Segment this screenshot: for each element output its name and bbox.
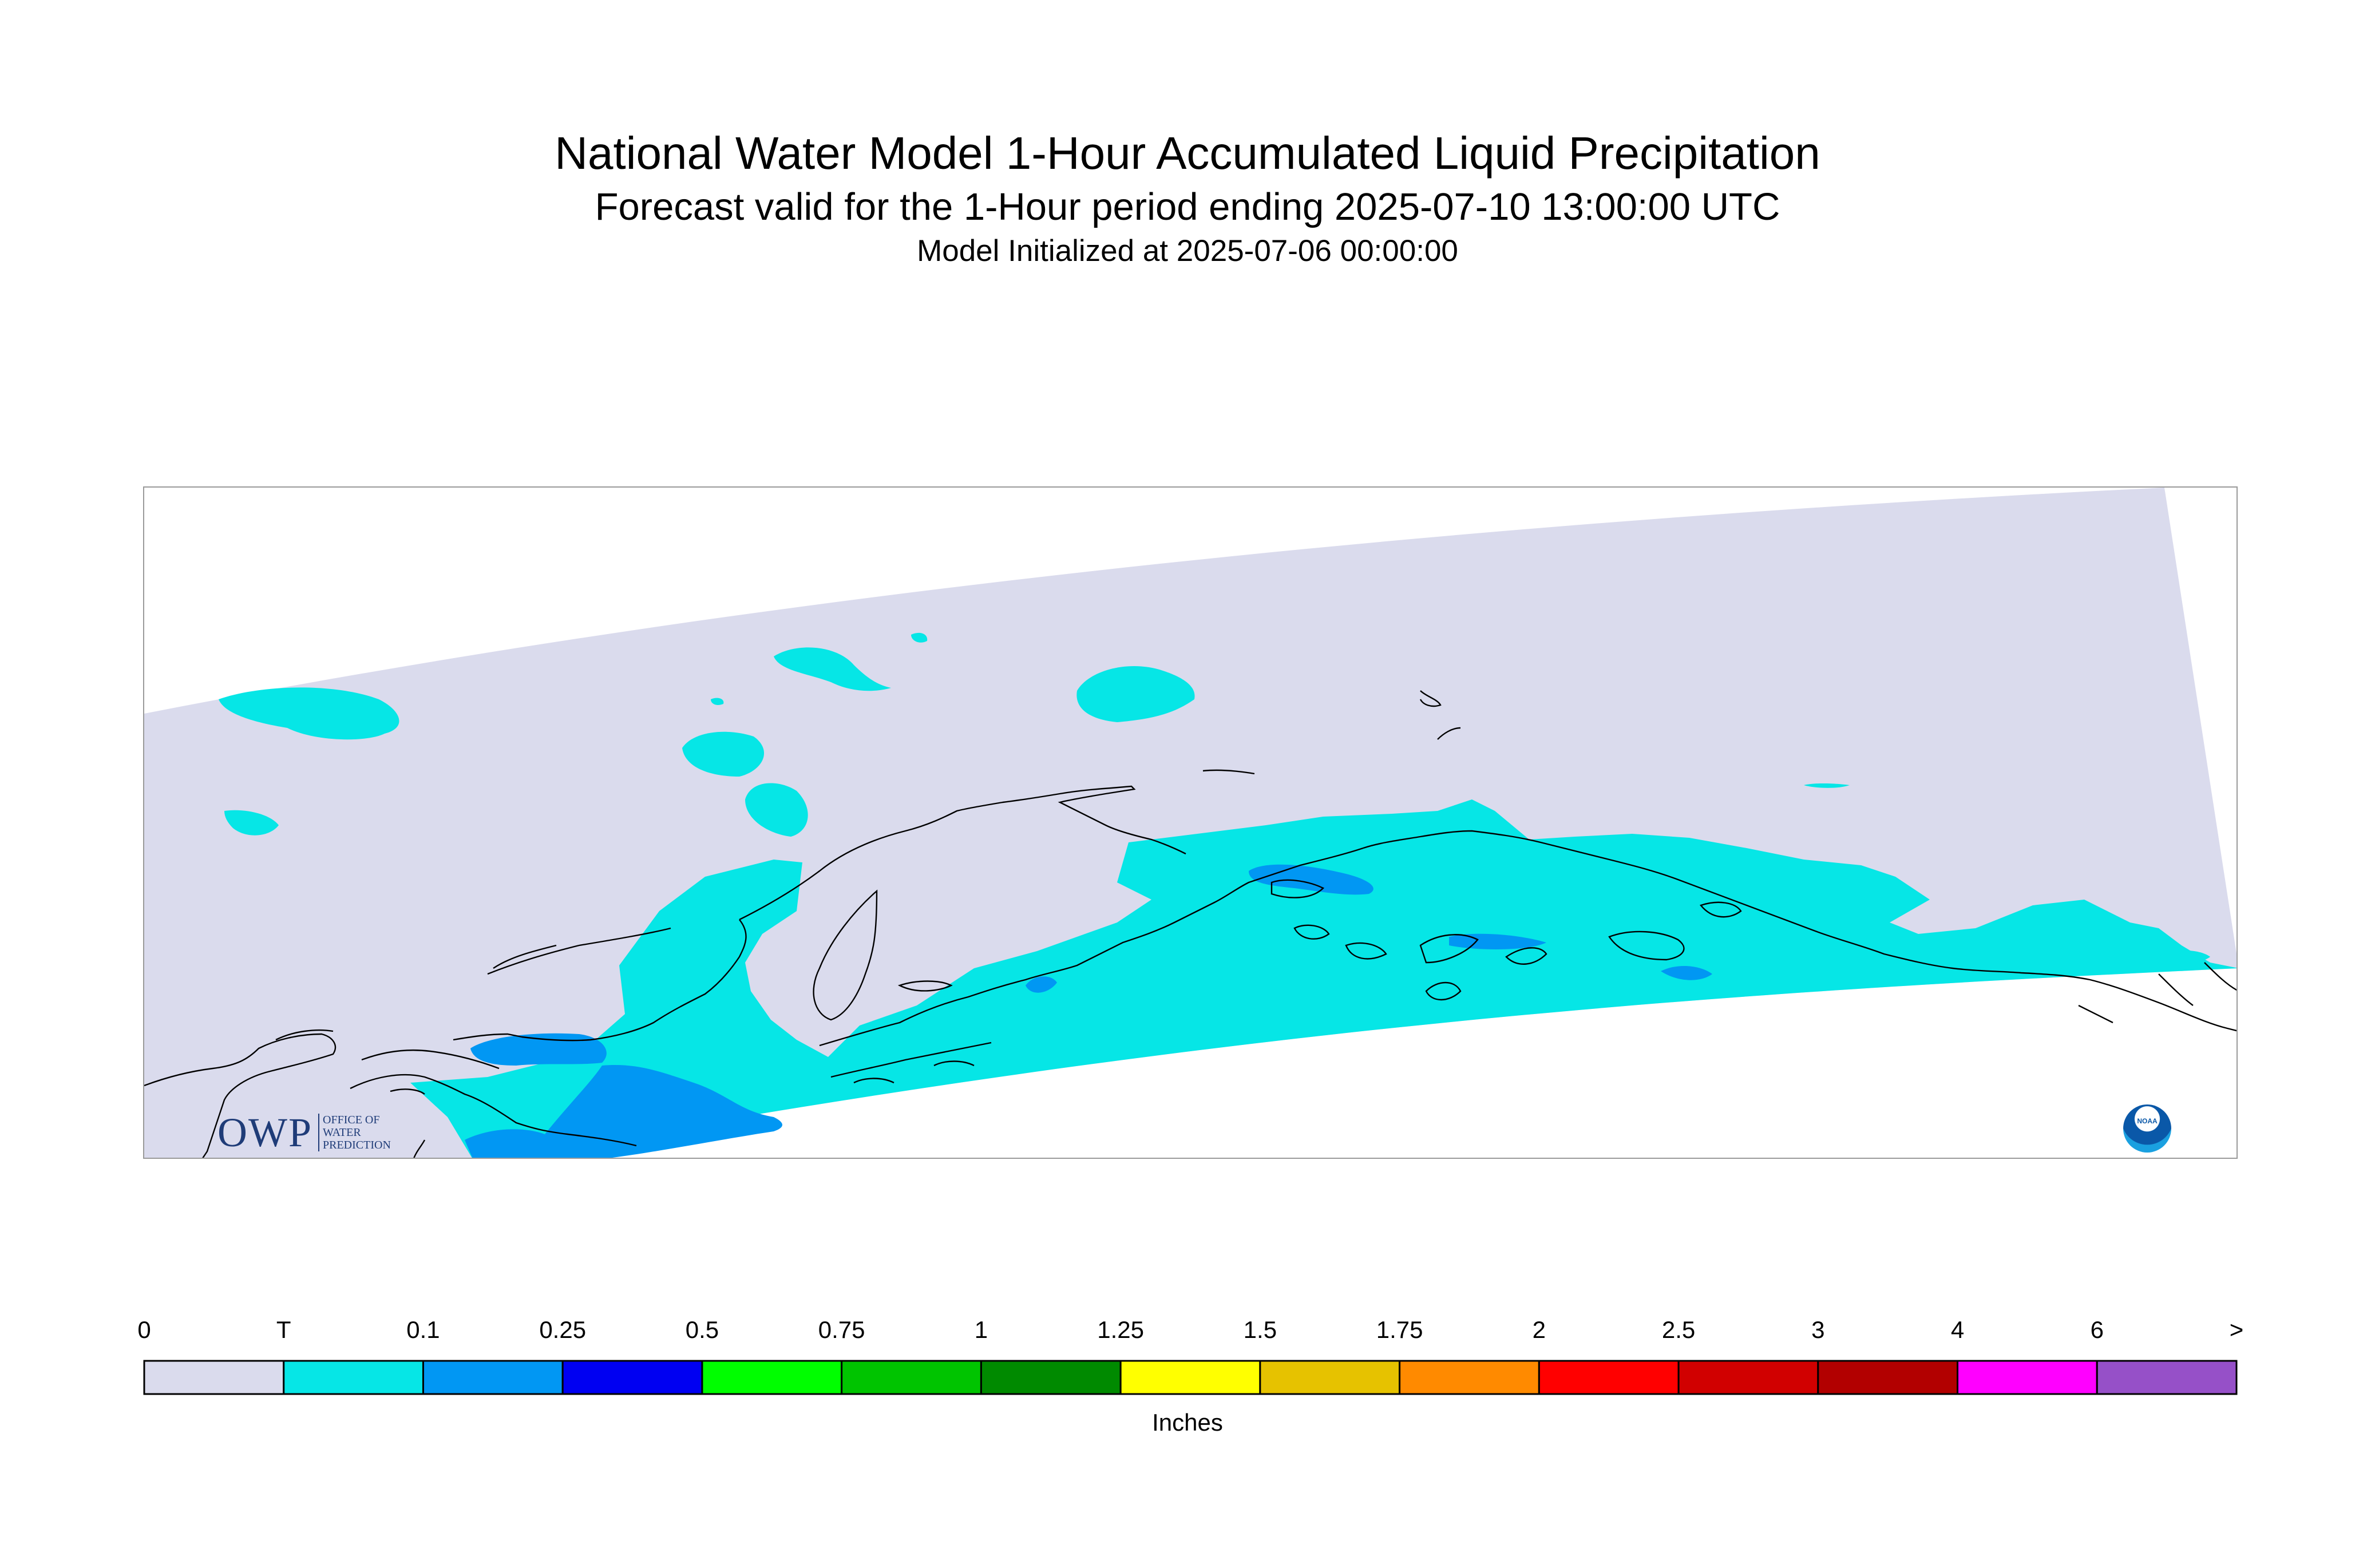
colorbar-tick-label: 1.5 xyxy=(1243,1316,1277,1343)
coastline-east-rivers xyxy=(2078,962,2237,1024)
colorbar-tick-label: 0.5 xyxy=(685,1316,719,1343)
colorbar-swatch-9 xyxy=(1399,1360,1540,1395)
light-area-east-2 xyxy=(1661,965,1712,980)
colorbar-swatch-8 xyxy=(1259,1360,1401,1395)
light-area-center xyxy=(1026,976,1057,993)
colorbar-svg xyxy=(143,1360,2238,1395)
coastline-interior-bay xyxy=(813,889,878,1021)
coastline-islands-c xyxy=(1608,901,1742,961)
colorbar-swatch-4 xyxy=(701,1360,843,1395)
coastline-south-lake xyxy=(853,980,975,1084)
trace-area-northwest xyxy=(219,687,399,740)
coastline-peninsula xyxy=(453,919,747,1042)
colorbar-swatch-1 xyxy=(283,1360,424,1395)
map-subtitle: Forecast valid for the 1-Hour period end… xyxy=(595,185,1780,228)
colorbar-swatch-6 xyxy=(980,1360,1122,1395)
colorbar-swatch-2 xyxy=(422,1360,564,1395)
owp-wordmark: OFFICE OF WATER PREDICTION xyxy=(318,1114,391,1151)
colorbar-swatch-5 xyxy=(841,1360,982,1395)
noaa-logo: NOAA xyxy=(2123,1104,2171,1153)
coastline-islands-a xyxy=(1270,879,1387,960)
light-area-sw xyxy=(465,1065,782,1158)
colorbar-swatch-7 xyxy=(1119,1360,1261,1395)
title-block: National Water Model 1-Hour Accumulated … xyxy=(0,126,2375,270)
trace-area-east-edge xyxy=(2159,950,2210,964)
colorbar-swatch-11 xyxy=(1677,1360,1819,1395)
coastline-west-shore xyxy=(361,927,671,1070)
trace-area-islet xyxy=(711,698,724,706)
colorbar-swatch-12 xyxy=(1817,1360,1959,1395)
colorbar-tick-label: 1.25 xyxy=(1097,1316,1144,1343)
colorbar-tick-label: 6 xyxy=(2090,1316,2104,1343)
coastline-southern-arc xyxy=(819,847,1364,1047)
owp-wordmark-line-1: OFFICE OF xyxy=(323,1114,380,1126)
colorbar-swatch-3 xyxy=(561,1360,703,1395)
trace-area-east-blob xyxy=(1076,666,1195,722)
colorbar-tick-label: T xyxy=(276,1316,291,1343)
colorbar-swatch-13 xyxy=(1957,1360,2098,1395)
coastline-west-inlet xyxy=(350,1074,637,1147)
colorbar-tick-label: 4 xyxy=(1950,1316,1965,1343)
colorbar-swatch-10 xyxy=(1538,1360,1680,1395)
colorbar-tick-label: 0.25 xyxy=(539,1316,587,1343)
precipitation-map: OWP OFFICE OF WATER PREDICTION NOAA xyxy=(143,486,2238,1159)
coastline-south-shore xyxy=(830,1042,992,1078)
trace-area-west xyxy=(224,810,279,836)
coastlines xyxy=(144,690,2237,1158)
coastline-sw-islands xyxy=(275,1029,426,1158)
owp-wordmark-line-2: WATER xyxy=(323,1126,361,1139)
colorbar-tick-label: 0 xyxy=(137,1316,151,1343)
trace-area-central-blob-a xyxy=(682,731,765,777)
trace-area-far-east-speck xyxy=(1804,783,1850,788)
owp-mark: OWP xyxy=(217,1110,312,1155)
map-title: National Water Model 1-Hour Accumulated … xyxy=(555,128,1820,179)
colorbar-tick-label: 1 xyxy=(974,1316,988,1343)
coastline-southwest-sound xyxy=(144,1033,337,1158)
coastline-islands-b xyxy=(1419,934,1547,1001)
colorbar-units: Inches xyxy=(1152,1409,1223,1436)
trace-area-speck xyxy=(911,632,928,643)
colorbar-tick-label: > xyxy=(2229,1316,2244,1343)
owp-wordmark-line-3: PREDICTION xyxy=(323,1139,391,1151)
map-canvas xyxy=(144,488,2237,1158)
colorbar-tick-label: 0.1 xyxy=(406,1316,440,1343)
light-area-sw-2 xyxy=(470,1033,607,1066)
colorbar-tick-label: 1.75 xyxy=(1376,1316,1423,1343)
colorbar-tick-label: 3 xyxy=(1811,1316,1825,1343)
model-init-line: Model Initialized at 2025-07-06 00:00:00 xyxy=(917,234,1458,268)
colorbar-tick-label: 2 xyxy=(1532,1316,1546,1343)
owp-logo: OWP OFFICE OF WATER PREDICTION xyxy=(217,1109,391,1157)
colorbar-swatch-0 xyxy=(143,1360,285,1395)
coastline-east-arc xyxy=(1363,830,2237,1032)
coastline-mainland-north xyxy=(739,785,1186,921)
trace-area-central-blob-b xyxy=(745,783,808,837)
colorbar-tick-label: 2.5 xyxy=(1661,1316,1696,1343)
noaa-logo-text: NOAA xyxy=(2137,1117,2158,1125)
model-domain xyxy=(144,488,2237,1158)
colorbar-tick-label: 0.75 xyxy=(818,1316,865,1343)
colorbar-swatch-14 xyxy=(2096,1360,2238,1395)
trace-area-center-north xyxy=(774,647,891,691)
coastline-northern-islands xyxy=(1202,690,1461,775)
